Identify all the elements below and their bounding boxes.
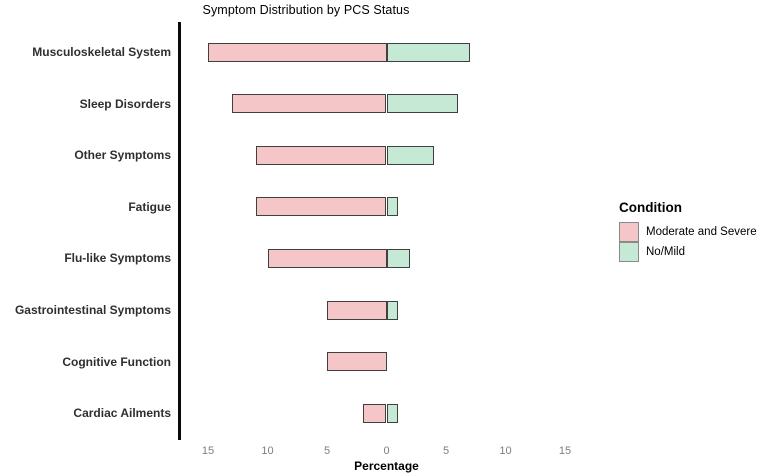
- bar-segment-moderate-severe: [231, 94, 387, 114]
- bar-segment-no-mild: [386, 145, 435, 165]
- legend-swatch-no-mild: [619, 242, 639, 262]
- bar-segment-moderate-severe: [208, 42, 387, 62]
- category-label: Flu-like Symptoms: [64, 251, 171, 266]
- legend: Condition Moderate and Severe No/Mild: [619, 200, 757, 262]
- legend-item: Moderate and Severe: [619, 222, 757, 242]
- bar-segment-moderate-severe: [255, 197, 387, 217]
- bar-segment-moderate-severe: [267, 248, 387, 268]
- chart-title: Symptom Distribution by PCS Status: [202, 3, 410, 17]
- category-label: Gastrointestinal Symptoms: [14, 303, 171, 317]
- x-tick-label: 5: [442, 445, 450, 457]
- bar-segment-moderate-severe: [327, 352, 387, 372]
- bar-segment-moderate-severe: [362, 403, 387, 423]
- bar-segment-moderate-severe: [255, 145, 387, 165]
- bar-segment-no-mild: [386, 248, 411, 268]
- bar-segment-no-mild: [386, 403, 399, 423]
- x-tick-label: 15: [558, 445, 572, 457]
- legend-item-label: Moderate and Severe: [646, 226, 757, 238]
- legend-item: No/Mild: [619, 242, 757, 262]
- category-label: Cardiac Ailments: [73, 406, 171, 421]
- y-axis-line: [178, 22, 181, 440]
- x-tick-label: 10: [499, 445, 512, 457]
- category-label: Cognitive Function: [62, 354, 171, 369]
- bar-segment-moderate-severe: [327, 300, 387, 320]
- bar-segment-no-mild: [386, 300, 399, 320]
- x-tick-label: 5: [323, 445, 331, 457]
- x-tick-label: 0: [383, 445, 390, 457]
- bar-segment-no-mild: [386, 197, 399, 217]
- legend-item-label: No/Mild: [646, 246, 685, 258]
- legend-swatch-moderate-severe: [619, 222, 639, 242]
- legend-title: Condition: [619, 200, 682, 215]
- x-tick-label: 15: [201, 445, 215, 457]
- category-label: Musculoskeletal System: [32, 45, 171, 59]
- bar-segment-no-mild: [386, 94, 458, 114]
- category-label: Other Symptoms: [74, 148, 171, 163]
- x-tick-label: 10: [261, 445, 274, 457]
- bar-segment-no-mild: [386, 42, 470, 62]
- category-label: Fatigue: [128, 199, 171, 214]
- x-axis-title: Percentage: [354, 459, 419, 473]
- category-label: Sleep Disorders: [79, 96, 171, 111]
